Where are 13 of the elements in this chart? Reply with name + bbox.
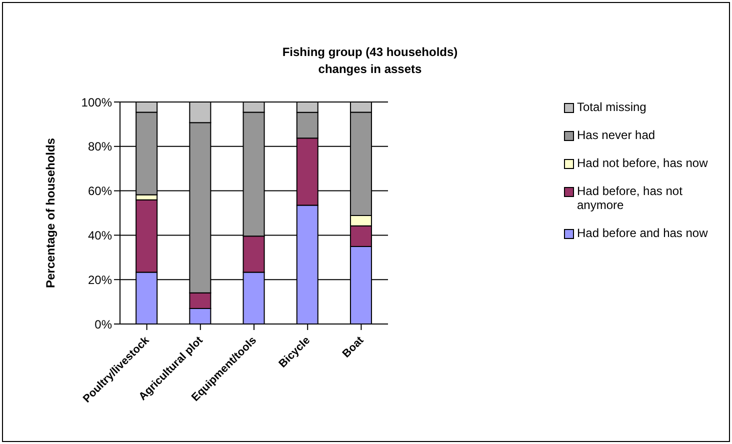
chart-title: Fishing group (43 households) changes in assets — [281, 44, 459, 78]
y-tick-label: 20% — [88, 272, 112, 287]
legend-label: Had before, has not anymore — [577, 184, 684, 212]
legend-label: Had not before, has now — [577, 156, 708, 170]
legend-label: Has never had — [577, 128, 656, 142]
y-tick-label: 40% — [88, 228, 112, 242]
y-axis-title: Percentage of households — [43, 138, 58, 288]
y-tick-label: 100% — [81, 95, 112, 110]
legend-label: Total missing — [577, 100, 646, 114]
y-tick-label: 0% — [94, 317, 112, 332]
legend-label: Had before and has now — [577, 226, 708, 240]
y-tick-label: 80% — [88, 140, 112, 154]
y-tick-label: 60% — [88, 184, 112, 198]
